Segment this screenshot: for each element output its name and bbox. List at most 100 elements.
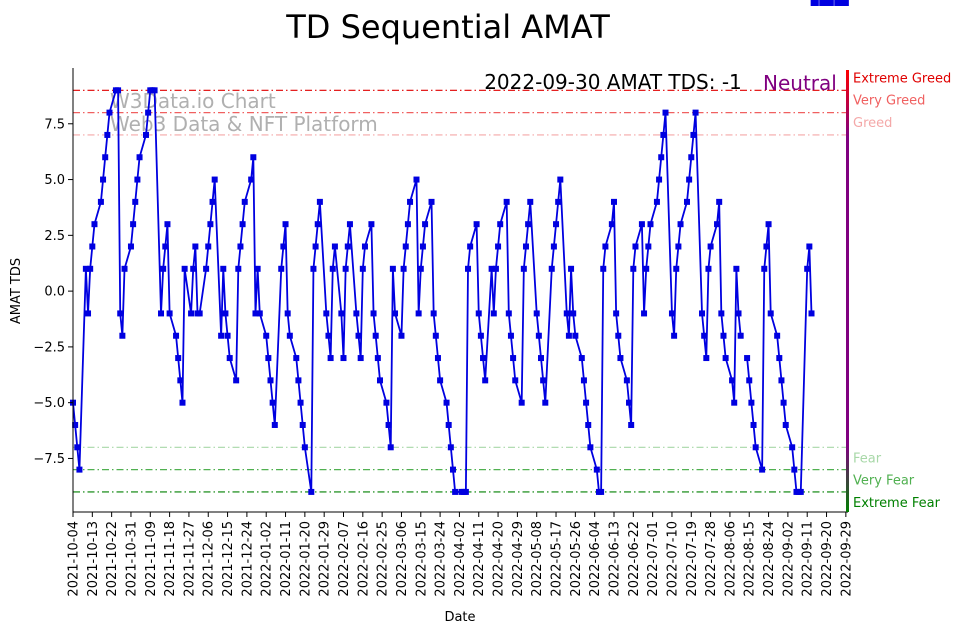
data-point-212 <box>705 265 712 272</box>
data-point-146 <box>507 332 514 339</box>
data-point-46 <box>207 221 214 228</box>
data-point-116 <box>417 265 424 272</box>
x-tick-label-37: 2022-09-02 <box>781 521 796 597</box>
y-ticks: −7.5 −5.0 −2.5 0.0 2.5 5.0 7.5 <box>33 117 73 467</box>
data-point-131 <box>462 488 469 495</box>
x-tick-label-39: 2022-09-20 <box>820 521 835 597</box>
data-point-216 <box>718 310 725 317</box>
data-point-105 <box>385 421 392 428</box>
status-text: 2022-09-30 AMAT TDS: -1 <box>484 70 742 94</box>
data-point-79 <box>308 488 315 495</box>
x-tick-label-13: 2022-01-29 <box>318 521 333 597</box>
data-point-88 <box>331 243 338 250</box>
data-point-49 <box>218 332 225 339</box>
data-point-93 <box>346 221 353 228</box>
data-point-120 <box>430 310 437 317</box>
data-point-113 <box>407 198 414 205</box>
data-point-154 <box>533 310 540 317</box>
data-point-148 <box>512 377 519 384</box>
data-point-67 <box>269 399 276 406</box>
data-point-57 <box>239 221 246 228</box>
data-point-111 <box>402 243 409 250</box>
data-point-31 <box>162 243 169 250</box>
x-tick-label-32: 2022-07-19 <box>685 521 700 597</box>
data-point-236 <box>778 377 785 384</box>
data-point-71 <box>282 221 289 228</box>
data-point-104 <box>383 399 390 406</box>
data-point-87 <box>329 265 336 272</box>
y-tick-label-6: 7.5 <box>44 117 65 132</box>
x-tick-label-25: 2022-05-17 <box>550 521 565 597</box>
data-point-54 <box>233 377 240 384</box>
data-point-118 <box>422 221 429 228</box>
data-point-33 <box>166 310 173 317</box>
data-point-24 <box>142 131 149 138</box>
data-point-224 <box>744 355 751 362</box>
data-point-258 <box>842 0 849 6</box>
data-point-16 <box>117 310 124 317</box>
data-point-151 <box>522 243 529 250</box>
data-point-119 <box>428 198 435 205</box>
data-point-72 <box>284 310 291 317</box>
data-point-199 <box>668 310 675 317</box>
data-point-3 <box>76 466 83 473</box>
data-point-145 <box>505 310 512 317</box>
x-tick-label-11: 2022-01-11 <box>279 521 294 597</box>
x-tick-label-36: 2022-08-24 <box>762 521 777 597</box>
data-point-65 <box>265 355 272 362</box>
data-point-157 <box>540 377 547 384</box>
x-tick-label-33: 2022-07-28 <box>704 521 719 597</box>
data-point-163 <box>557 176 564 183</box>
data-point-63 <box>256 310 263 317</box>
data-point-159 <box>548 265 555 272</box>
data-point-74 <box>293 355 300 362</box>
data-point-10 <box>100 176 107 183</box>
data-point-202 <box>675 243 682 250</box>
data-point-235 <box>776 355 783 362</box>
data-point-158 <box>542 399 549 406</box>
x-tick-label-17: 2022-03-06 <box>395 521 410 597</box>
data-point-164 <box>563 310 570 317</box>
data-point-76 <box>297 399 304 406</box>
x-tick-label-1: 2021-10-13 <box>86 521 101 597</box>
data-point-7 <box>89 243 96 250</box>
x-tick-label-29: 2022-06-22 <box>627 521 642 597</box>
data-point-167 <box>570 310 577 317</box>
data-point-80 <box>310 265 317 272</box>
data-point-171 <box>583 399 590 406</box>
x-tick-label-31: 2022-07-10 <box>665 521 680 597</box>
data-point-50 <box>220 265 227 272</box>
data-point-165 <box>565 332 572 339</box>
data-point-6 <box>87 265 94 272</box>
data-point-37 <box>179 399 186 406</box>
data-point-15 <box>115 87 122 94</box>
data-point-162 <box>555 198 562 205</box>
data-point-228 <box>752 444 759 451</box>
data-point-139 <box>488 265 495 272</box>
data-point-215 <box>716 198 723 205</box>
x-tick-label-16: 2022-02-25 <box>376 521 391 597</box>
data-point-77 <box>299 421 306 428</box>
data-point-134 <box>473 221 480 228</box>
x-tick-label-20: 2022-04-02 <box>453 521 468 597</box>
data-point-38 <box>181 265 188 272</box>
data-point-18 <box>121 265 128 272</box>
y-tick-label-3: 0.0 <box>44 285 65 300</box>
data-point-82 <box>314 221 321 228</box>
data-point-243 <box>797 488 804 495</box>
data-point-132 <box>465 265 472 272</box>
data-point-8 <box>91 221 98 228</box>
x-tick-label-0: 2021-10-04 <box>67 521 82 597</box>
data-point-83 <box>316 198 323 205</box>
data-point-61 <box>252 310 259 317</box>
data-point-156 <box>538 355 545 362</box>
data-point-136 <box>477 332 484 339</box>
data-point-184 <box>623 377 630 384</box>
data-point-35 <box>175 355 182 362</box>
data-point-92 <box>344 243 351 250</box>
data-point-110 <box>400 265 407 272</box>
data-point-176 <box>598 488 605 495</box>
data-point-36 <box>177 377 184 384</box>
data-point-99 <box>368 221 375 228</box>
data-point-191 <box>643 265 650 272</box>
